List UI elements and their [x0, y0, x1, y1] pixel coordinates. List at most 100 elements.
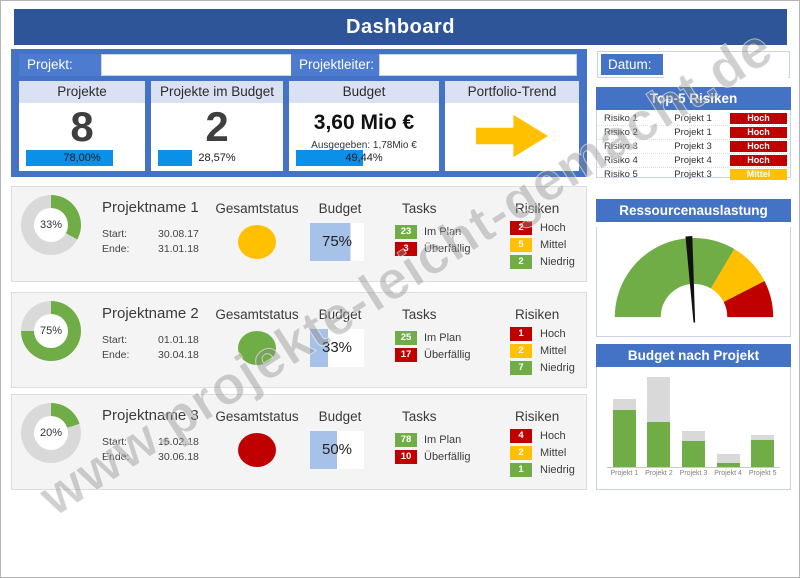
- bar-category-label: Projekt 2: [645, 470, 673, 477]
- progress-donut: 75%: [21, 301, 81, 361]
- risiko-niedrig-label: Niedrig: [540, 256, 575, 268]
- tasks-ueberfaellig-label: Überfällig: [424, 243, 471, 255]
- kpi-databar-value: 49,44%: [345, 152, 383, 164]
- projekt-input[interactable]: [101, 54, 293, 76]
- risk-level-badge: Hoch: [730, 140, 787, 152]
- budget-header: Budget: [318, 409, 362, 424]
- start-date: 15.02.18: [158, 436, 199, 448]
- bar-spent-5: [751, 440, 775, 467]
- risiko-niedrig-count: 7: [510, 361, 532, 375]
- risiken-header: Risiken: [515, 409, 560, 424]
- kpi-card-projekte-im-budget: Projekte im Budget 2 28,57%: [151, 81, 283, 171]
- kpi-databar: 49,44%: [296, 150, 432, 166]
- risk-id: Risiko 1: [604, 112, 638, 124]
- gesamtstatus-header: Gesamtstatus: [215, 307, 299, 322]
- ende-date: 30.06.18: [158, 451, 199, 463]
- project-row-2: 75% Projektname 2 Start: 01.01.18 Ende: …: [11, 292, 587, 388]
- kpi-value: 8: [70, 103, 94, 150]
- risiko-niedrig-count: 1: [510, 463, 532, 477]
- risiko-mittel-count: 2: [510, 344, 532, 358]
- risiko-niedrig-count: 2: [510, 255, 532, 269]
- risiko-niedrig-label: Niedrig: [540, 362, 575, 374]
- datum-input[interactable]: [664, 53, 788, 78]
- gesamtstatus-header: Gesamtstatus: [215, 201, 299, 216]
- tasks-im-plan-label: Im Plan: [424, 434, 462, 446]
- risiko-hoch-label: Hoch: [540, 430, 566, 442]
- kpi-databar-fill: [158, 150, 192, 166]
- risk-project: Projekt 1: [674, 112, 712, 124]
- kpi-databar: 28,57%: [158, 150, 276, 166]
- kpi-card-title: Portfolio-Trend: [445, 81, 579, 103]
- projektleiter-input[interactable]: [379, 54, 577, 76]
- status-indicator: [238, 331, 276, 365]
- bar-category-label: Projekt 4: [714, 470, 742, 477]
- projektleiter-label: Projektleiter:: [291, 54, 379, 76]
- tasks-ueberfaellig-count: 3: [395, 242, 417, 256]
- kpi-spent-line: Ausgegeben: 1,78Mio €: [311, 140, 417, 151]
- risiko-hoch-label: Hoch: [540, 328, 566, 340]
- budget-header: Budget: [318, 201, 362, 216]
- progress-value: 20%: [34, 416, 68, 450]
- risk-project: Projekt 3: [674, 168, 712, 180]
- risiko-niedrig-label: Niedrig: [540, 464, 575, 476]
- risk-id: Risiko 4: [604, 154, 638, 166]
- tasks-im-plan-count: 78: [395, 433, 417, 447]
- risk-row: Risiko 3 Projekt 3 Hoch: [597, 140, 790, 154]
- progress-donut: 20%: [21, 403, 81, 463]
- start-label: Start:: [102, 334, 128, 346]
- kpi-databar-value: 28,57%: [198, 152, 236, 164]
- start-date: 01.01.18: [158, 334, 199, 346]
- ressourcenauslastung-chart: [596, 227, 791, 337]
- risk-project: Projekt 1: [674, 126, 712, 138]
- risk-id: Risiko 5: [604, 168, 638, 180]
- risiken-header: Risiken: [515, 307, 560, 322]
- progress-value: 75%: [34, 314, 68, 348]
- gauge-segment-hoch: [723, 281, 773, 318]
- ende-date: 30.04.18: [158, 349, 199, 361]
- bar-category-label: Projekt 5: [748, 470, 777, 477]
- gauge-segment-mittel: [710, 248, 765, 302]
- risk-row: Risiko 5 Projekt 3 Mittel: [597, 168, 790, 181]
- risk-id: Risiko 2: [604, 126, 638, 138]
- bar-total-3: [681, 431, 705, 467]
- tasks-ueberfaellig-count: 10: [395, 450, 417, 464]
- tasks-ueberfaellig-count: 17: [395, 348, 417, 362]
- bar-total-1: [612, 398, 636, 467]
- project-row-3: 20% Projektname 3 Start: 15.02.18 Ende: …: [11, 394, 587, 490]
- kpi-databar-value: 78,00%: [63, 152, 101, 164]
- bar-spent-4: [716, 462, 740, 467]
- kpi-card-projekte: Projekte 8 78,00%: [19, 81, 145, 171]
- risk-level-badge: Hoch: [730, 112, 787, 124]
- status-indicator: [238, 225, 276, 259]
- budget-percent-box: 75%: [310, 223, 364, 261]
- ende-date: 31.01.18: [158, 243, 199, 255]
- bar-category-label: Projekt 3: [679, 470, 708, 477]
- bar-total-5: [751, 434, 775, 467]
- page-title: Dashboard: [14, 9, 787, 45]
- top5-risiken-title: Top-5 Risiken: [596, 87, 791, 110]
- risiko-hoch-count: 1: [510, 327, 532, 341]
- risk-level-badge: Hoch: [730, 126, 787, 138]
- bar-total-4: [716, 453, 740, 467]
- risk-project: Projekt 4: [674, 154, 712, 166]
- risk-level-badge: Mittel: [730, 168, 787, 180]
- top5-risiken-table: Risiko 1 Projekt 1 Hoch Risiko 2 Projekt 1 Ho…: [596, 110, 791, 181]
- status-indicator: [238, 433, 276, 467]
- risiko-mittel-label: Mittel: [540, 239, 567, 251]
- risk-id: Risiko 3: [604, 140, 638, 152]
- bar-spent-3: [681, 440, 705, 467]
- tasks-ueberfaellig-label: Überfällig: [424, 451, 471, 463]
- budget-percent-box: 33%: [310, 329, 364, 367]
- risiko-mittel-label: Mittel: [540, 345, 567, 357]
- kpi-card-title: Budget: [289, 81, 439, 103]
- project-name: Projektname 2: [102, 305, 199, 322]
- ende-label: Ende:: [102, 243, 130, 255]
- ressourcenauslastung-title: Ressourcenauslastung: [596, 199, 791, 222]
- projekt-label: Projekt:: [19, 54, 101, 76]
- trend-arrow-right-icon: [476, 114, 548, 158]
- risk-level-badge: Hoch: [730, 154, 787, 166]
- risk-row: Risiko 2 Projekt 1 Hoch: [597, 126, 790, 140]
- kpi-card-portfolio-trend: Portfolio-Trend: [445, 81, 579, 171]
- bar-spent-2: [647, 422, 671, 467]
- project-name: Projektname 3: [102, 407, 199, 424]
